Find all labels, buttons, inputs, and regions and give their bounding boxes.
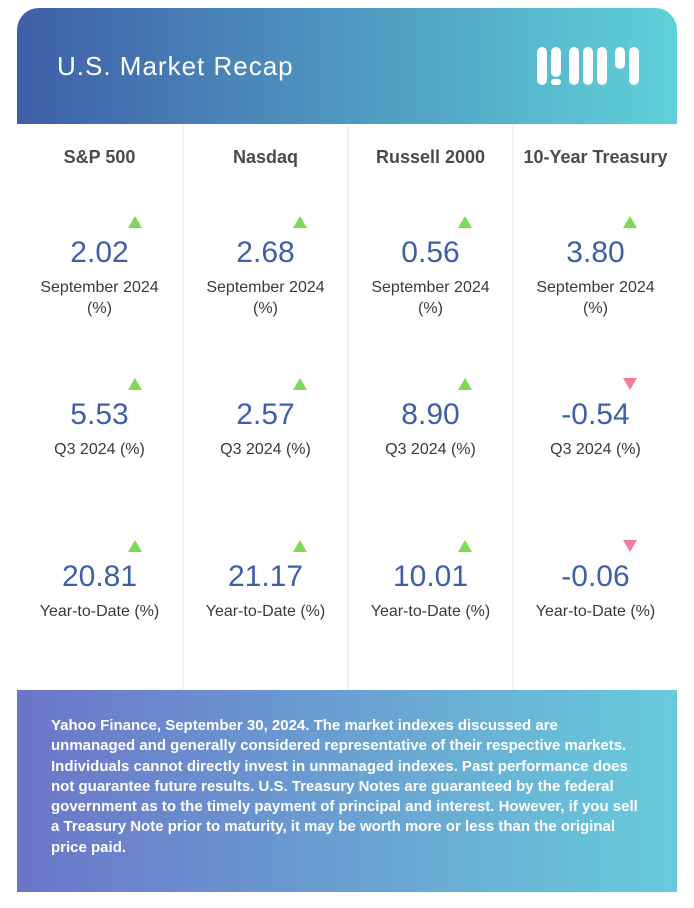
index-column: Nasdaq 2.68 September 2024 (%) 2.57 Q3 2024 … bbox=[182, 124, 347, 690]
metric: 2.68 September 2024 (%) bbox=[192, 216, 339, 356]
arrow-up-icon bbox=[128, 540, 142, 552]
metric-period: Q3 2024 (%) bbox=[357, 440, 504, 461]
metric: 0.56 September 2024 (%) bbox=[357, 216, 504, 356]
metric-value: 10.01 bbox=[357, 560, 504, 594]
metric: 8.90 Q3 2024 (%) bbox=[357, 378, 504, 518]
arrow-up-icon bbox=[293, 540, 307, 552]
metric: 3.80 September 2024 (%) bbox=[522, 216, 669, 356]
metric-value: 21.17 bbox=[192, 560, 339, 594]
market-recap-card: U.S. Market Recap S&P 500 2.02 September 2… bbox=[17, 8, 677, 892]
metric-period: Year-to-Date (%) bbox=[522, 602, 669, 623]
index-column: S&P 500 2.02 September 2024 (%) 5.53 Q3 2024… bbox=[17, 124, 182, 690]
arrow-up-icon bbox=[293, 378, 307, 390]
arrow-up-icon bbox=[128, 216, 142, 228]
page-title: U.S. Market Recap bbox=[57, 51, 294, 82]
metric-period: Q3 2024 (%) bbox=[522, 440, 669, 461]
metric: 10.01 Year-to-Date (%) bbox=[357, 540, 504, 680]
metric: 2.02 September 2024 (%) bbox=[25, 216, 174, 356]
index-name: S&P 500 bbox=[25, 146, 174, 194]
arrow-up-icon bbox=[128, 378, 142, 390]
metric-period: Year-to-Date (%) bbox=[357, 602, 504, 623]
brand-logo-icon bbox=[537, 41, 647, 91]
metric-value: 8.90 bbox=[357, 398, 504, 432]
metric: 2.57 Q3 2024 (%) bbox=[192, 378, 339, 518]
metric-value: 0.56 bbox=[357, 236, 504, 270]
metric: 20.81 Year-to-Date (%) bbox=[25, 540, 174, 680]
metric: -0.06 Year-to-Date (%) bbox=[522, 540, 669, 680]
metric: 5.53 Q3 2024 (%) bbox=[25, 378, 174, 518]
disclaimer-text: Yahoo Finance, September 30, 2024. The m… bbox=[51, 717, 638, 856]
arrow-up-icon bbox=[293, 216, 307, 228]
arrow-up-icon bbox=[458, 216, 472, 228]
metric-value: 2.68 bbox=[192, 236, 339, 270]
metric-value: 20.81 bbox=[25, 560, 174, 594]
arrow-up-icon bbox=[458, 540, 472, 552]
metrics-grid: S&P 500 2.02 September 2024 (%) 5.53 Q3 2024… bbox=[17, 124, 677, 690]
metric-period: September 2024 (%) bbox=[357, 278, 504, 320]
metric-value: -0.54 bbox=[522, 398, 669, 432]
metric-period: Year-to-Date (%) bbox=[192, 602, 339, 623]
metric-value: 2.02 bbox=[25, 236, 174, 270]
header: U.S. Market Recap bbox=[17, 8, 677, 124]
arrow-up-icon bbox=[458, 378, 472, 390]
metric-value: -0.06 bbox=[522, 560, 669, 594]
metric: -0.54 Q3 2024 (%) bbox=[522, 378, 669, 518]
metric-period: September 2024 (%) bbox=[192, 278, 339, 320]
metric-period: September 2024 (%) bbox=[522, 278, 669, 320]
metric-period: September 2024 (%) bbox=[25, 278, 174, 320]
index-name: Russell 2000 bbox=[357, 146, 504, 194]
arrow-down-icon bbox=[623, 378, 637, 390]
disclaimer-footer: Yahoo Finance, September 30, 2024. The m… bbox=[17, 690, 677, 892]
metric-period: Year-to-Date (%) bbox=[25, 602, 174, 623]
metric-period: Q3 2024 (%) bbox=[192, 440, 339, 461]
metric-value: 2.57 bbox=[192, 398, 339, 432]
metric: 21.17 Year-to-Date (%) bbox=[192, 540, 339, 680]
index-name: 10-Year Treasury bbox=[522, 146, 669, 194]
metric-value: 5.53 bbox=[25, 398, 174, 432]
arrow-down-icon bbox=[623, 540, 637, 552]
index-column: 10-Year Treasury 3.80 September 2024 (%) -0… bbox=[512, 124, 677, 690]
index-column: Russell 2000 0.56 September 2024 (%) 8.90 Q3… bbox=[347, 124, 512, 690]
metric-period: Q3 2024 (%) bbox=[25, 440, 174, 461]
index-name: Nasdaq bbox=[192, 146, 339, 194]
arrow-up-icon bbox=[623, 216, 637, 228]
metric-value: 3.80 bbox=[522, 236, 669, 270]
